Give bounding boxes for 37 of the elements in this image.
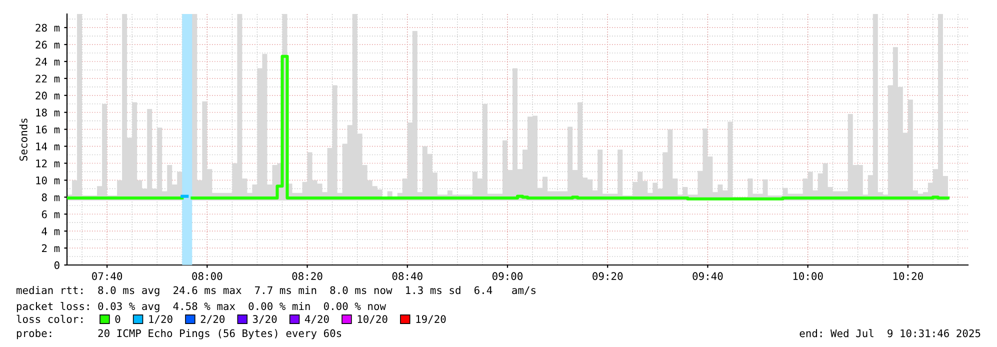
legend-label: 3/20 <box>252 315 277 324</box>
x-tick-label: 10:20 <box>894 272 923 280</box>
x-tick-label: 10:00 <box>793 272 823 280</box>
x-tick-label: 09:20 <box>592 272 623 280</box>
text: packet loss: 0.03 % avg 4.58 % max 0.00 % min 0.00 % now <box>16 302 386 312</box>
y-tick-label: 8 m <box>42 193 60 202</box>
text: end: Wed Jul 9 10:31:46 2025 <box>800 329 980 338</box>
x-tick-label: 08:20 <box>292 272 322 280</box>
y-tick-label: 20 m <box>36 92 60 100</box>
legend-label: 4/20 <box>304 315 329 324</box>
x-tick-label: 08:00 <box>192 272 222 280</box>
x-tick-label: 07:40 <box>92 272 122 280</box>
y-tick-label: 2 m <box>42 244 60 252</box>
text: probe: 20 ICMP Echo Pings (56 Bytes) every 60s <box>16 329 342 340</box>
y-tick-label: 24 m <box>36 58 60 66</box>
y-tick-label: 14 m <box>36 142 60 150</box>
y-axis-title: Seconds <box>19 118 28 161</box>
y-tick-label: 4 m <box>42 227 60 236</box>
x-tick-label: 09:40 <box>692 272 723 280</box>
legend-label: 1/20 <box>149 315 172 324</box>
y-tick-label: 12 m <box>36 159 60 168</box>
x-tick-label: 08:40 <box>392 272 422 280</box>
y-tick-label: 10 m <box>36 176 60 184</box>
y-tick-label: 0 <box>54 261 60 270</box>
legend-title: loss color: <box>16 314 82 323</box>
y-tick-label: 18 m <box>36 108 60 116</box>
y-tick-label: 22 m <box>36 74 60 82</box>
y-tick-label: 16 m <box>36 126 60 134</box>
legend-label: 10/20 <box>358 315 388 324</box>
y-tick-label: 6 m <box>42 210 60 218</box>
legend-label: 0 <box>115 315 120 323</box>
legend-label: 2/20 <box>200 315 225 324</box>
legend-label: 19/20 <box>416 315 446 324</box>
y-tick-label: 28 m <box>36 24 60 32</box>
text: median rtt: 8.0 ms avg 24.6 ms max 7.7 ms min 8.0 ms now 1.3 ms sd 6.4 am/s <box>16 286 536 296</box>
x-tick-label: 09:00 <box>492 272 522 280</box>
y-tick-label: 26 m <box>36 40 60 49</box>
